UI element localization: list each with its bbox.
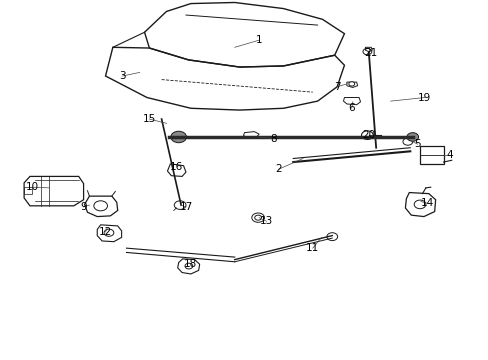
Text: 13: 13 — [259, 216, 272, 226]
Circle shape — [402, 138, 412, 145]
Text: 3: 3 — [119, 71, 125, 81]
Circle shape — [362, 48, 371, 55]
Text: 8: 8 — [270, 134, 277, 144]
Text: 16: 16 — [169, 162, 183, 172]
Text: 10: 10 — [26, 182, 39, 192]
Text: 7: 7 — [333, 82, 340, 92]
Text: 1: 1 — [255, 35, 262, 45]
Text: 2: 2 — [275, 164, 282, 174]
Text: 9: 9 — [80, 202, 87, 212]
Text: 19: 19 — [417, 93, 430, 103]
Circle shape — [184, 263, 192, 269]
Circle shape — [94, 201, 107, 211]
Circle shape — [326, 233, 337, 240]
Circle shape — [170, 131, 186, 143]
Text: 6: 6 — [348, 103, 354, 113]
Text: 17: 17 — [179, 202, 192, 212]
Text: 11: 11 — [305, 243, 319, 253]
Text: 14: 14 — [420, 198, 433, 208]
Text: 20: 20 — [362, 130, 375, 140]
Circle shape — [174, 201, 185, 210]
Text: 15: 15 — [142, 114, 156, 124]
Circle shape — [104, 229, 114, 236]
Text: 21: 21 — [364, 48, 377, 58]
Circle shape — [361, 131, 372, 139]
Circle shape — [406, 133, 418, 141]
Circle shape — [251, 213, 264, 222]
Circle shape — [413, 200, 425, 209]
Text: 12: 12 — [99, 227, 112, 237]
Text: 18: 18 — [184, 259, 197, 269]
Circle shape — [254, 215, 261, 220]
Text: 4: 4 — [445, 150, 452, 160]
Circle shape — [348, 82, 354, 86]
Text: 5: 5 — [413, 139, 420, 149]
